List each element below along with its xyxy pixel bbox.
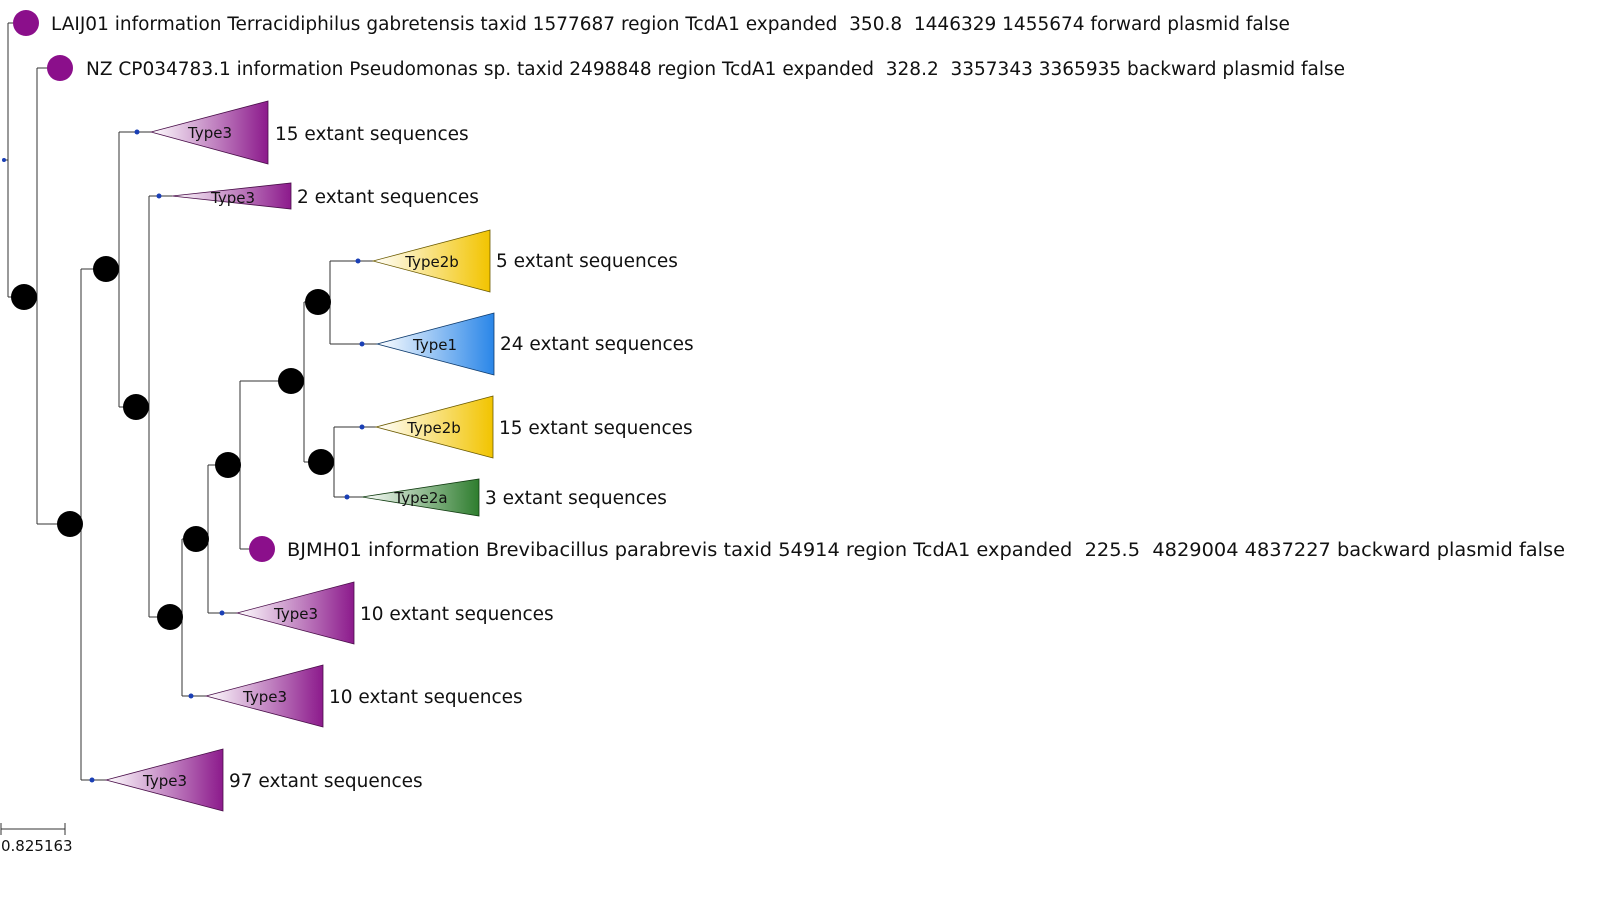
clade-c2[interactable]: Type3 2 extant sequences <box>156 182 479 210</box>
clade-count-label: 3 extant sequences <box>485 488 667 509</box>
clade-count-label: 5 extant sequences <box>496 251 678 272</box>
small-node <box>355 258 361 264</box>
small-node <box>344 494 350 500</box>
clade-c4[interactable]: Type1 24 extant sequences <box>359 312 694 376</box>
leaf-marker[interactable] <box>47 55 73 81</box>
clade-c9[interactable]: Type3 97 extant sequences <box>89 748 423 812</box>
clade-triangle[interactable] <box>204 664 324 728</box>
node-marker[interactable] <box>183 526 209 552</box>
clade-count-label: 15 extant sequences <box>499 418 693 439</box>
leaf-label: LAIJ01 information Terracidiphilus gabre… <box>51 14 1290 35</box>
clade-type-label: Type3 <box>210 189 255 207</box>
leaf-bjmh01[interactable]: BJMH01 information Brevibacillus parabre… <box>249 536 1565 562</box>
small-node <box>359 341 365 347</box>
clade-count-label: 97 extant sequences <box>229 771 423 792</box>
clade-c7[interactable]: Type3 10 extant sequences <box>219 581 554 645</box>
clade-count-label: 15 extant sequences <box>275 124 469 145</box>
clade-c3[interactable]: Type2b 5 extant sequences <box>355 229 678 293</box>
node-marker[interactable] <box>157 604 183 630</box>
clade-c1[interactable]: Type3 15 extant sequences <box>134 100 469 165</box>
clade-count-label: 24 extant sequences <box>500 334 694 355</box>
clade-triangle[interactable] <box>374 395 494 459</box>
node-marker[interactable] <box>93 256 119 282</box>
clade-triangle[interactable] <box>361 478 480 517</box>
clade-c6[interactable]: Type2a 3 extant sequences <box>344 478 667 517</box>
clade-count-label: 10 extant sequences <box>360 604 554 625</box>
leaf-label: BJMH01 information Brevibacillus parabre… <box>287 540 1565 561</box>
scale-bar-label: 0.825163 <box>1 837 73 855</box>
leaf-nz[interactable]: NZ CP034783.1 information Pseudomonas sp… <box>47 55 1345 81</box>
small-node <box>156 193 162 199</box>
clade-type-label: Type2a <box>393 489 447 507</box>
leaf-laij01[interactable]: LAIJ01 information Terracidiphilus gabre… <box>13 10 1290 36</box>
clade-c5[interactable]: Type2b 15 extant sequences <box>359 395 693 459</box>
clade-triangle[interactable] <box>104 748 224 812</box>
node-marker[interactable] <box>11 284 37 310</box>
clade-count-label: 2 extant sequences <box>297 187 479 208</box>
internal-nodes <box>2 158 334 630</box>
node-marker[interactable] <box>278 368 304 394</box>
clade-triangle[interactable] <box>375 312 495 376</box>
node-marker[interactable] <box>215 452 241 478</box>
small-node <box>219 610 225 616</box>
clade-triangle[interactable] <box>371 229 491 293</box>
clade-triangle[interactable] <box>235 581 355 645</box>
node-marker[interactable] <box>123 394 149 420</box>
clade-c8[interactable]: Type3 10 extant sequences <box>188 664 523 728</box>
leaf-marker[interactable] <box>249 536 275 562</box>
clade-type-label: Type3 <box>142 772 187 790</box>
clade-triangle[interactable] <box>171 182 292 210</box>
leaf-marker[interactable] <box>13 10 39 36</box>
clade-count-label: 10 extant sequences <box>329 687 523 708</box>
scale-bar: 0.825163 <box>0 823 73 855</box>
node-marker[interactable] <box>308 449 334 475</box>
clade-triangle[interactable] <box>149 100 269 165</box>
clade-type-label: Type1 <box>412 336 457 354</box>
clade-type-label: Type2b <box>404 253 459 271</box>
root-node-dot <box>2 158 6 162</box>
clades: Type3 15 extant sequences Type3 2 extant… <box>89 100 694 812</box>
leaves: LAIJ01 information Terracidiphilus gabre… <box>13 10 1565 562</box>
small-node <box>134 129 140 135</box>
clade-type-label: Type3 <box>187 124 232 142</box>
node-marker[interactable] <box>57 511 83 537</box>
small-node <box>359 424 365 430</box>
clade-type-label: Type3 <box>242 688 287 706</box>
leaf-label: NZ CP034783.1 information Pseudomonas sp… <box>86 59 1345 80</box>
clade-type-label: Type3 <box>273 605 318 623</box>
clade-type-label: Type2b <box>406 419 461 437</box>
scale-bar-line <box>0 823 66 835</box>
node-marker[interactable] <box>305 289 331 315</box>
small-node <box>188 693 194 699</box>
small-node <box>89 777 95 783</box>
